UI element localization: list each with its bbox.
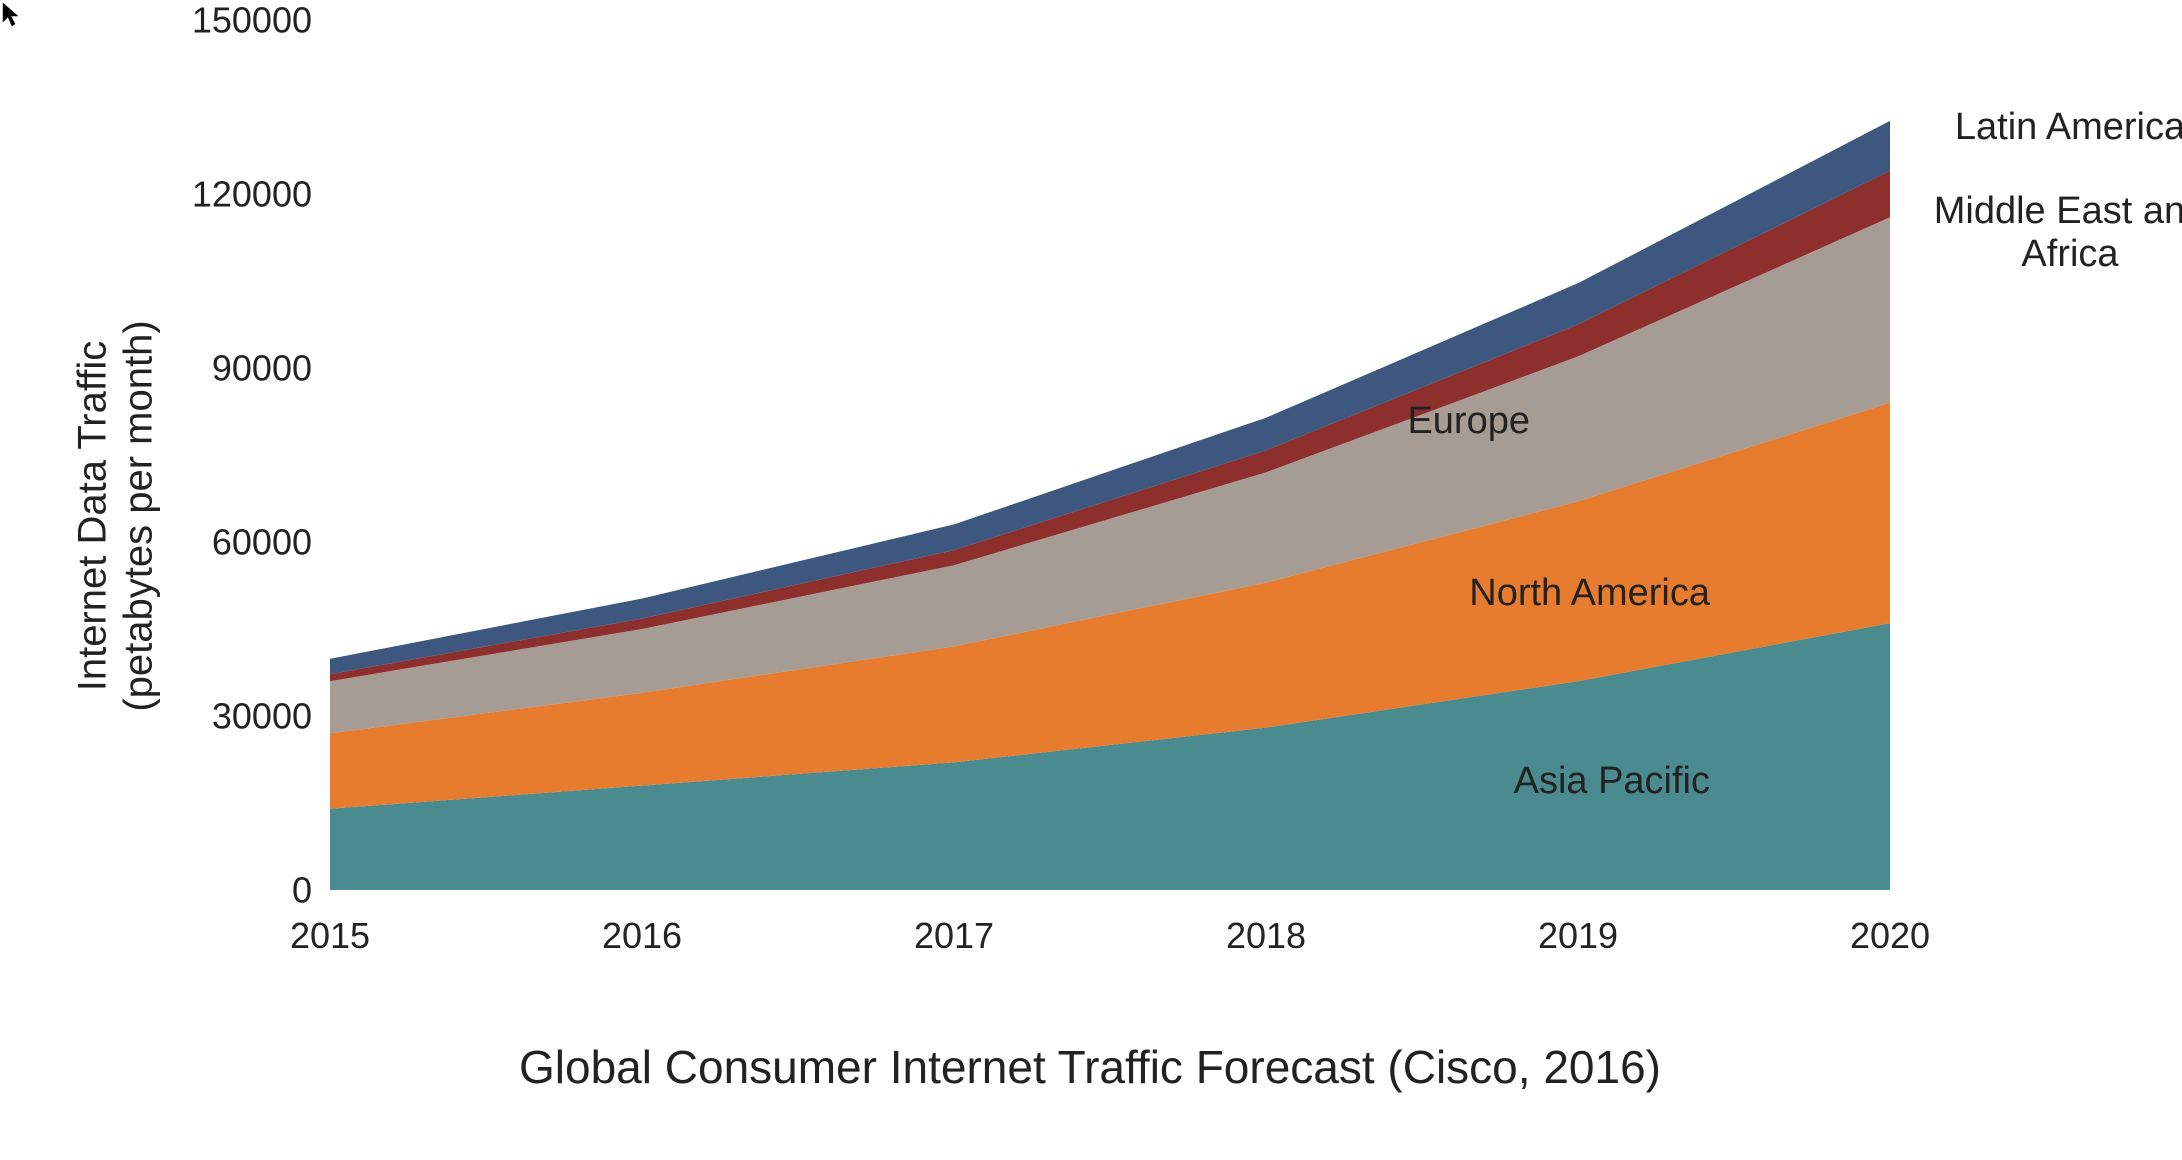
x-tick-label: 2017: [914, 915, 994, 956]
series-label-asia-pacific: Asia Pacific: [1310, 760, 1710, 803]
x-tick-label: 2015: [290, 915, 370, 956]
cursor-icon: [2, 2, 20, 30]
y-axis-label-line1: Internet Data Traffic: [70, 320, 116, 711]
y-tick-label: 150000: [192, 0, 312, 41]
series-label-north-america: North America: [1310, 572, 1710, 615]
y-tick-label: 90000: [212, 348, 312, 389]
y-tick-label: 0: [292, 870, 312, 911]
series-label-middle-east-and-africa: Middle East andAfrica: [1870, 190, 2182, 276]
x-tick-label: 2016: [602, 915, 682, 956]
series-label-latin-america: Latin America: [1870, 106, 2182, 149]
y-axis-label: Internet Data Traffic (petabytes per mon…: [130, 0, 190, 1000]
series-label-europe: Europe: [1130, 400, 1530, 443]
stage: Internet Data Traffic (petabytes per mon…: [0, 0, 2182, 1160]
y-axis-label-line2: (petabytes per month): [116, 320, 162, 711]
x-tick-label: 2019: [1538, 915, 1618, 956]
chart-svg: 0 30000 60000 90000 120000 150000 2015 2016 2017…: [90, 0, 2090, 1000]
chart-caption: Global Consumer Internet Traffic Forecas…: [90, 1040, 2090, 1094]
y-tick-label: 120000: [192, 174, 312, 215]
y-tick-label: 60000: [212, 522, 312, 563]
x-tick-label: 2020: [1850, 915, 1930, 956]
x-tick-label: 2018: [1226, 915, 1306, 956]
area-chart: Internet Data Traffic (petabytes per mon…: [90, 0, 2090, 1160]
y-tick-label: 30000: [212, 696, 312, 737]
